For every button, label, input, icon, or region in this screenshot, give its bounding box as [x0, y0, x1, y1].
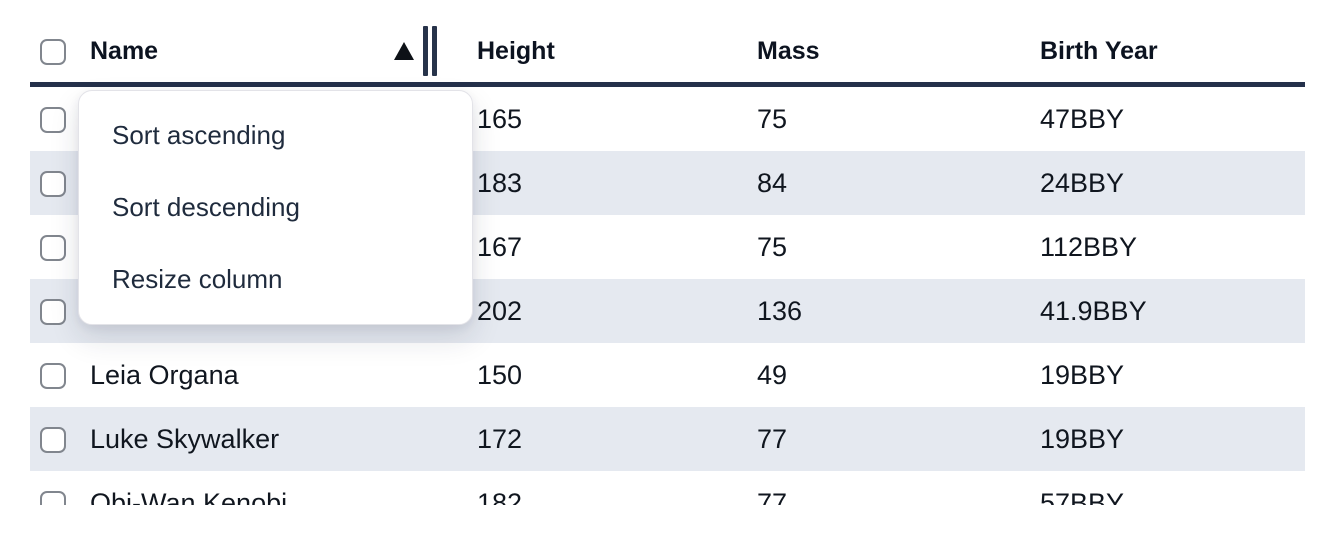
cell-birth-year: 57BBY	[1040, 487, 1125, 506]
header-checkbox-cell	[30, 37, 90, 66]
cell-birth-year: 19BBY	[1040, 423, 1125, 454]
data-table: Name Height Mass Birth Year 165 75 47BBY…	[30, 0, 1305, 505]
table-row: Luke Skywalker 172 77 19BBY	[30, 407, 1305, 471]
cell-height: 150	[477, 359, 523, 390]
menu-item-resize-column[interactable]: Resize column	[112, 263, 283, 294]
cell-birth-year: 41.9BBY	[1040, 295, 1147, 326]
row-select-checkbox[interactable]	[40, 171, 66, 198]
row-select-checkbox[interactable]	[40, 299, 66, 326]
cell-birth-year: 19BBY	[1040, 359, 1125, 390]
cell-height: 167	[477, 231, 523, 262]
column-header-mass[interactable]: Mass	[757, 36, 820, 65]
resize-bar	[432, 26, 437, 76]
cell-height: 165	[477, 103, 523, 134]
cell-height: 183	[477, 167, 523, 198]
table-row: Leia Organa 150 49 19BBY	[30, 343, 1305, 407]
cell-birth-year: 47BBY	[1040, 103, 1125, 134]
table-row: Obi-Wan Kenobi 182 77 57BBY	[30, 471, 1305, 505]
cell-name: Obi-Wan Kenobi	[90, 487, 288, 506]
cell-height: 202	[477, 295, 523, 326]
column-resize-handle-icon[interactable]	[423, 26, 437, 76]
cell-height: 182	[477, 487, 523, 506]
column-context-menu: Sort ascending Sort descending Resize co…	[78, 90, 473, 325]
table-row: 165 75 47BBY	[30, 87, 1305, 151]
sort-ascending-icon[interactable]	[394, 42, 414, 60]
resize-bar	[423, 26, 428, 76]
cell-mass: 84	[757, 167, 788, 198]
select-all-checkbox[interactable]	[40, 38, 66, 65]
cell-name: Leia Organa	[90, 359, 239, 390]
cell-mass: 49	[757, 359, 788, 390]
cell-mass: 77	[757, 423, 788, 454]
cell-birth-year: 24BBY	[1040, 167, 1125, 198]
row-select-checkbox[interactable]	[40, 427, 66, 454]
cell-height: 172	[477, 423, 523, 454]
row-select-checkbox[interactable]	[40, 235, 66, 262]
cell-mass: 75	[757, 231, 788, 262]
cell-mass: 75	[757, 103, 788, 134]
menu-item-sort-ascending[interactable]: Sort ascending	[112, 120, 286, 151]
cell-mass: 136	[757, 295, 803, 326]
menu-item-sort-descending[interactable]: Sort descending	[112, 192, 300, 222]
row-select-checkbox[interactable]	[40, 107, 66, 134]
cell-mass: 77	[757, 487, 788, 506]
column-header-name[interactable]: Name	[90, 26, 477, 76]
column-header-birth-year[interactable]: Birth Year	[1040, 36, 1158, 65]
cell-birth-year: 112BBY	[1040, 231, 1138, 262]
table-header-row: Name Height Mass Birth Year	[30, 0, 1305, 87]
table-row: 167 75 112BBY	[30, 215, 1305, 279]
column-header-name-label: Name	[90, 36, 159, 65]
column-header-height[interactable]: Height	[477, 36, 555, 65]
row-select-checkbox[interactable]	[40, 491, 66, 505]
row-select-checkbox[interactable]	[40, 363, 66, 390]
cell-name: Luke Skywalker	[90, 423, 280, 454]
table-row: 202 136 41.9BBY	[30, 279, 1305, 343]
